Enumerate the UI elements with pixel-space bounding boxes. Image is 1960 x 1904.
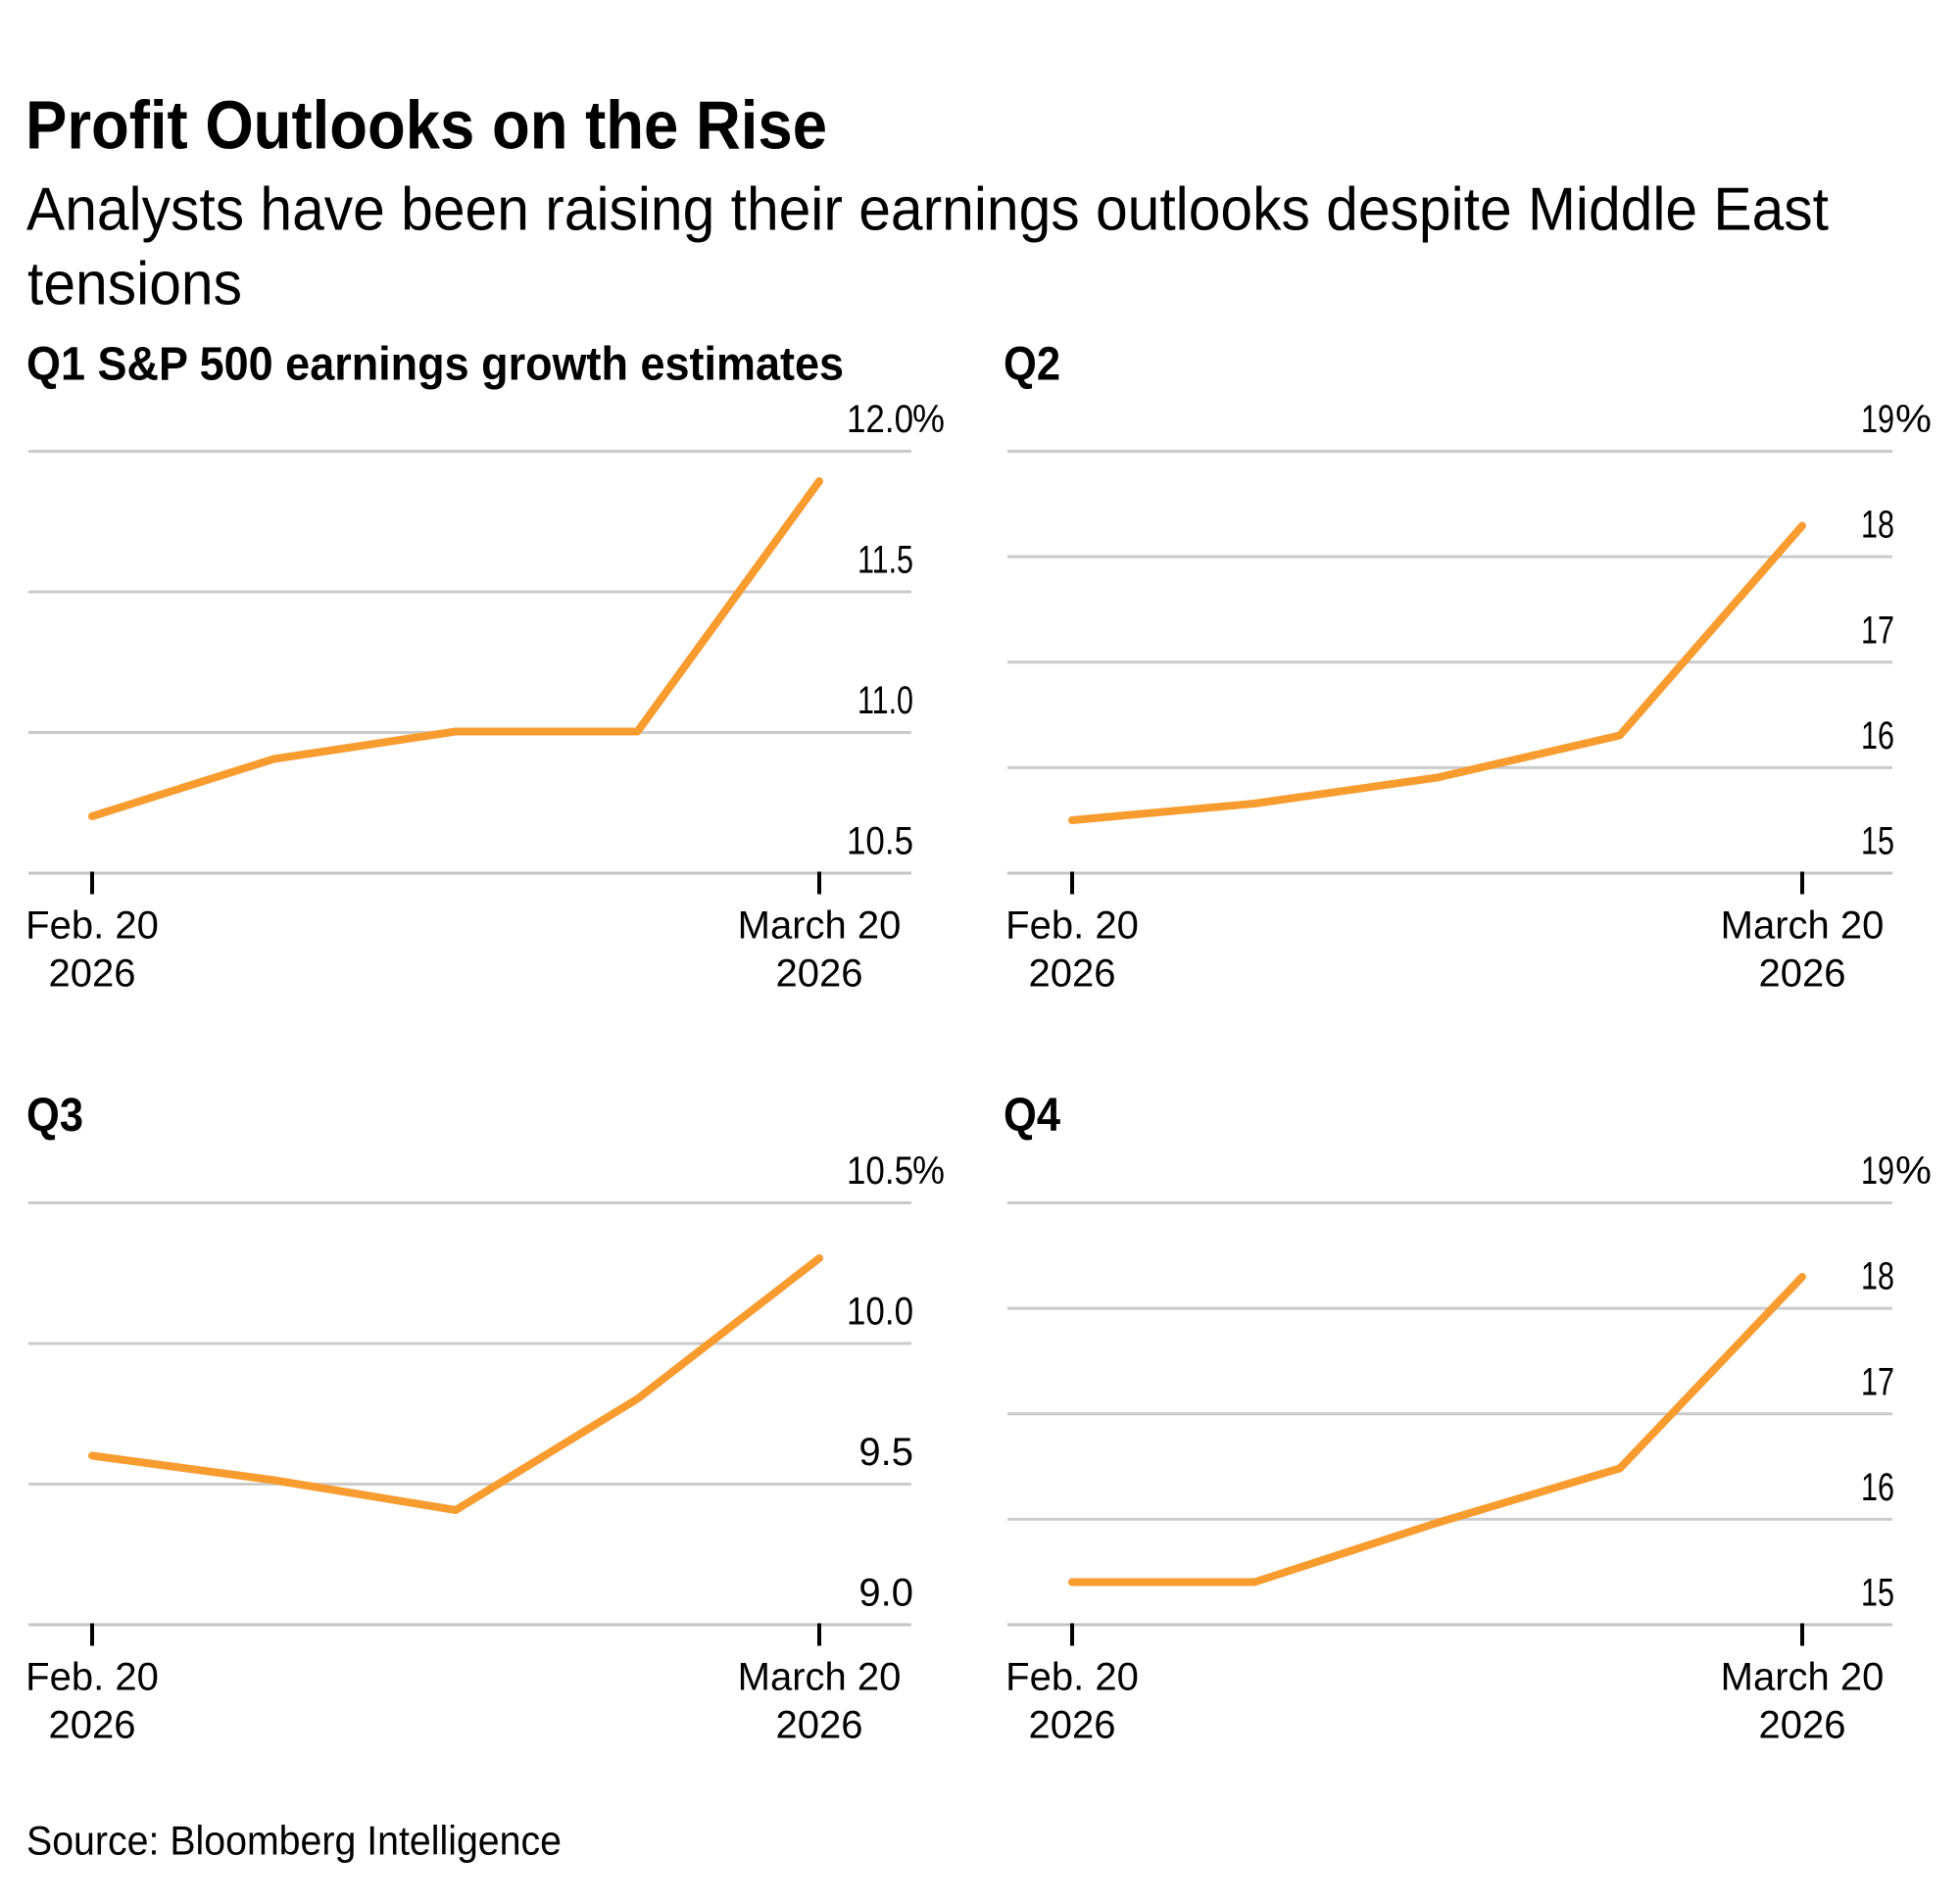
svg-text:16: 16	[1861, 714, 1894, 757]
svg-text:15: 15	[1861, 1572, 1894, 1615]
svg-text:Q2: Q2	[1004, 339, 1060, 391]
svg-text:2026: 2026	[776, 952, 863, 996]
svg-text:16: 16	[1861, 1466, 1894, 1509]
svg-text:11.0: 11.0	[858, 679, 913, 722]
svg-text:19: 19	[1861, 1149, 1894, 1193]
svg-text:2026: 2026	[49, 952, 136, 996]
svg-text:2026: 2026	[1759, 1704, 1846, 1747]
svg-text:%: %	[1895, 1149, 1932, 1193]
svg-text:tensions: tensions	[27, 251, 242, 318]
svg-text:18: 18	[1861, 1255, 1894, 1298]
svg-text:17: 17	[1861, 1360, 1894, 1403]
svg-text:Q4: Q4	[1004, 1090, 1060, 1142]
svg-text:March 20: March 20	[1721, 904, 1885, 948]
svg-text:Feb. 20: Feb. 20	[25, 1656, 159, 1699]
svg-text:%: %	[912, 398, 945, 441]
svg-text:10.5: 10.5	[847, 820, 913, 863]
svg-text:18: 18	[1861, 504, 1894, 547]
svg-text:9.5: 9.5	[858, 1431, 913, 1474]
svg-text:10.5: 10.5	[847, 1149, 913, 1193]
svg-text:%: %	[1895, 398, 1932, 441]
svg-text:2026: 2026	[1029, 952, 1116, 996]
svg-text:2026: 2026	[1029, 1704, 1116, 1747]
svg-text:2026: 2026	[49, 1704, 136, 1747]
svg-text:Feb. 20: Feb. 20	[1005, 904, 1139, 948]
svg-text:9.0: 9.0	[858, 1572, 913, 1615]
svg-text:12.0: 12.0	[847, 398, 913, 441]
svg-text:Profit Outlooks on the Rise: Profit Outlooks on the Rise	[25, 87, 827, 164]
svg-text:Q3: Q3	[26, 1090, 83, 1142]
svg-text:11.5: 11.5	[858, 539, 913, 582]
svg-text:2026: 2026	[776, 1704, 863, 1747]
svg-text:March 20: March 20	[738, 1656, 902, 1699]
svg-text:Feb. 20: Feb. 20	[25, 904, 159, 948]
svg-text:March 20: March 20	[738, 904, 902, 948]
svg-text:Source: Bloomberg Intelligence: Source: Bloomberg Intelligence	[26, 1818, 562, 1864]
svg-text:10.0: 10.0	[847, 1291, 913, 1334]
svg-text:Q1 S&P 500 earnings growth est: Q1 S&P 500 earnings growth estimates	[26, 339, 844, 391]
svg-text:Feb. 20: Feb. 20	[1005, 1656, 1139, 1699]
svg-text:15: 15	[1861, 820, 1894, 863]
svg-text:Analysts have been raising the: Analysts have been raising their earning…	[26, 176, 1829, 244]
svg-text:2026: 2026	[1759, 952, 1846, 996]
svg-text:%: %	[912, 1149, 945, 1193]
svg-text:March 20: March 20	[1721, 1656, 1885, 1699]
svg-text:17: 17	[1861, 609, 1894, 652]
svg-text:19: 19	[1861, 398, 1894, 441]
